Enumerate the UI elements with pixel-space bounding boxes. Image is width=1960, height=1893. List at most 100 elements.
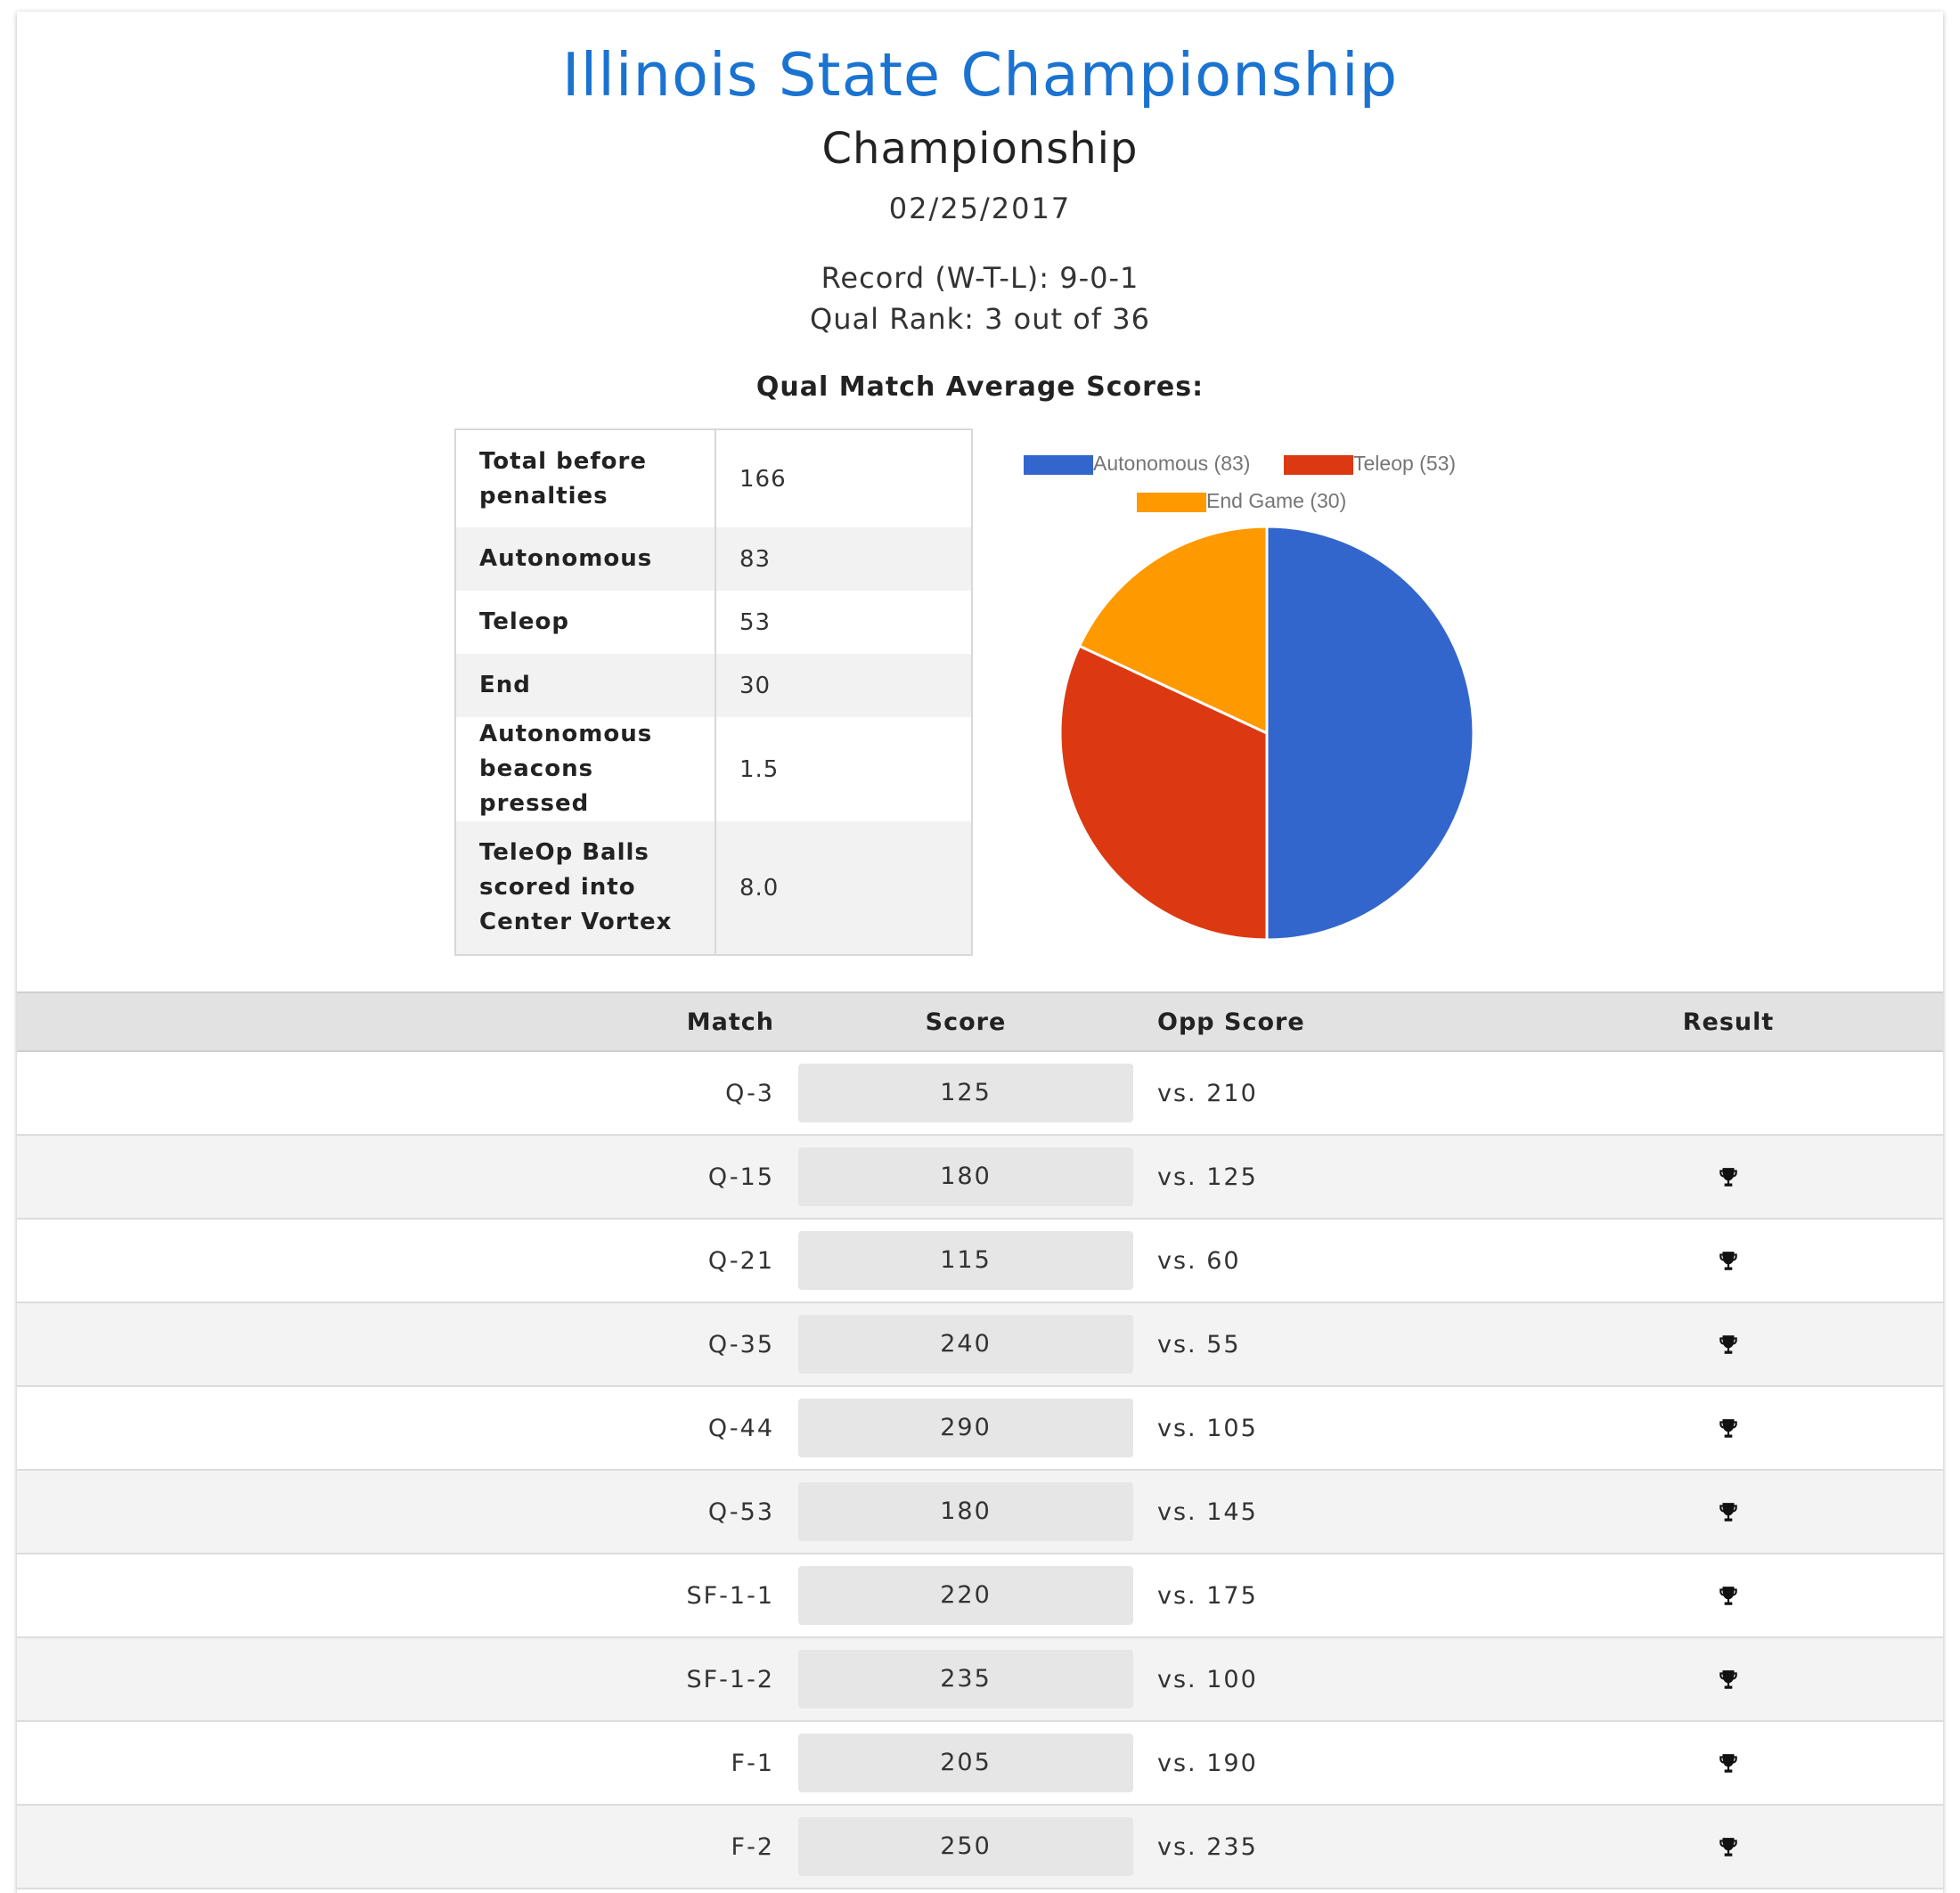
trophy-icon (1719, 1670, 1737, 1689)
trophy-icon (1719, 1419, 1737, 1438)
match-row: Q-44 290 vs. 105 (17, 1386, 1943, 1471)
score-cell: 220 (774, 1554, 1157, 1638)
opp-score: vs. 175 (1157, 1554, 1514, 1638)
match-row: F-1 205 vs. 190 (17, 1721, 1943, 1806)
legend-label: Teleop (53) (1353, 452, 1456, 475)
legend-label: End Game (30) (1206, 489, 1346, 512)
score-value: 205 (798, 1734, 1133, 1792)
match-row: Q-35 240 vs. 55 (17, 1302, 1943, 1387)
legend-swatch (1024, 455, 1093, 475)
score-cell: 180 (774, 1470, 1157, 1554)
match-row: Q-53 180 vs. 145 (17, 1470, 1943, 1554)
averages-row: Total before penalties 166 (455, 429, 972, 527)
averages-label: Teleop (455, 591, 716, 654)
event-card: Illinois State Championship Championship… (17, 12, 1943, 1893)
match-id: SF-1-1 (17, 1554, 774, 1638)
match-id: Q-21 (17, 1219, 774, 1303)
match-row: F-2 250 vs. 235 (17, 1805, 1943, 1889)
score-cell: 125 (774, 1051, 1157, 1136)
score-cell: 205 (774, 1721, 1157, 1806)
event-title: Illinois State Championship (561, 40, 1399, 110)
match-id: F-1 (17, 1721, 774, 1806)
averages-value: 83 (715, 527, 972, 591)
score-value: 115 (798, 1231, 1133, 1290)
result-cell (1514, 1470, 1943, 1554)
match-row: SF-1-1 220 vs. 175 (17, 1554, 1943, 1638)
column-header-opp-score: Opp Score (1157, 991, 1514, 1052)
averages-label: End (455, 654, 716, 717)
record-text: Record (W-T-L): 9-0-1 (821, 261, 1139, 295)
opp-score: vs. 235 (1157, 1805, 1514, 1889)
result-cell (1514, 1135, 1943, 1220)
match-id: Q-3 (17, 1051, 774, 1136)
score-cell: 235 (774, 1637, 1157, 1722)
score-value: 250 (798, 1817, 1133, 1876)
score-value: 235 (798, 1650, 1133, 1709)
averages-value: 8.0 (715, 821, 972, 955)
averages-heading: Qual Match Average Scores: (755, 371, 1205, 403)
opp-score: vs. 190 (1157, 1721, 1514, 1806)
event-date: 02/25/2017 (888, 192, 1072, 225)
averages-label: TeleOp Balls scored into Center Vortex (455, 821, 716, 955)
result-cell (1514, 1302, 1943, 1387)
column-header-result: Result (1514, 991, 1943, 1052)
score-value: 240 (798, 1315, 1133, 1374)
match-id: SF-1-2 (17, 1637, 774, 1722)
match-row: SF-1-2 235 vs. 100 (17, 1637, 1943, 1722)
trophy-icon (1719, 1587, 1737, 1605)
average-scores-pie-chart: Autonomous (83) Teleop (53) End Game (30) (1024, 452, 1475, 942)
match-id: F-2 (17, 1805, 774, 1889)
pie-slice (1077, 525, 1269, 736)
match-id: Q-35 (17, 1302, 774, 1387)
matches-body: Q-3 125 vs. 210 Q-15 180 vs. 125 Q-21 115 vs. 60… (17, 1051, 1943, 1889)
trophy-icon (1719, 1838, 1737, 1856)
pie-slice (1265, 525, 1475, 942)
score-cell: 250 (774, 1805, 1157, 1889)
result-cell (1514, 1721, 1943, 1806)
averages-label: Total before penalties (455, 429, 716, 527)
trophy-icon (1719, 1503, 1737, 1522)
score-cell: 115 (774, 1219, 1157, 1303)
averages-value: 53 (739, 608, 772, 636)
averages-label: Autonomous beacons pressed (455, 717, 716, 821)
legend-swatch (1137, 493, 1206, 512)
legend-label: Autonomous (83) (1093, 452, 1250, 475)
score-value: 180 (798, 1482, 1133, 1541)
matches-header-row: Match Score Opp Score Result (17, 991, 1943, 1052)
opp-score: vs. 145 (1157, 1470, 1514, 1554)
averages-row: End 30 (455, 654, 972, 717)
averages-row: TeleOp Balls scored into Center Vortex 8… (455, 821, 972, 955)
score-cell: 180 (774, 1135, 1157, 1220)
averages-table: Total before penalties 166 Autonomous 83… (454, 428, 973, 956)
score-cell: 290 (774, 1386, 1157, 1471)
trophy-icon (1719, 1168, 1737, 1187)
trophy-icon (1719, 1252, 1737, 1270)
averages-row: Autonomous 83 (455, 527, 972, 591)
score-value: 180 (798, 1147, 1133, 1206)
averages-row: Teleop 53 (455, 591, 972, 654)
averages-row: Autonomous beacons pressed 1.5 (455, 717, 972, 821)
trophy-icon (1719, 1335, 1737, 1354)
match-row: Q-21 115 vs. 60 (17, 1219, 1943, 1303)
averages-value: 166 (739, 465, 787, 493)
match-id: Q-15 (17, 1135, 774, 1220)
column-header-score: Score (774, 991, 1157, 1052)
opp-score: vs. 60 (1157, 1219, 1514, 1303)
opp-score: vs. 100 (1157, 1637, 1514, 1722)
matches-table: Match Score Opp Score Result Q-3 125 vs. 2… (17, 991, 1943, 1889)
result-cell (1514, 1554, 1943, 1638)
match-id: Q-44 (17, 1386, 774, 1471)
averages-value: 30 (715, 654, 972, 717)
result-cell (1514, 1386, 1943, 1471)
pie-slice (1058, 644, 1269, 942)
rank-text: Qual Rank: 3 out of 36 (810, 302, 1150, 336)
result-cell (1514, 1805, 1943, 1889)
score-value: 220 (798, 1566, 1133, 1625)
opp-score: vs. 125 (1157, 1135, 1514, 1220)
column-header-match: Match (17, 991, 774, 1052)
legend-swatch (1284, 455, 1353, 475)
event-subtitle: Championship (821, 124, 1139, 174)
score-value: 290 (798, 1399, 1133, 1457)
match-row: Q-15 180 vs. 125 (17, 1135, 1943, 1220)
result-cell (1514, 1219, 1943, 1303)
